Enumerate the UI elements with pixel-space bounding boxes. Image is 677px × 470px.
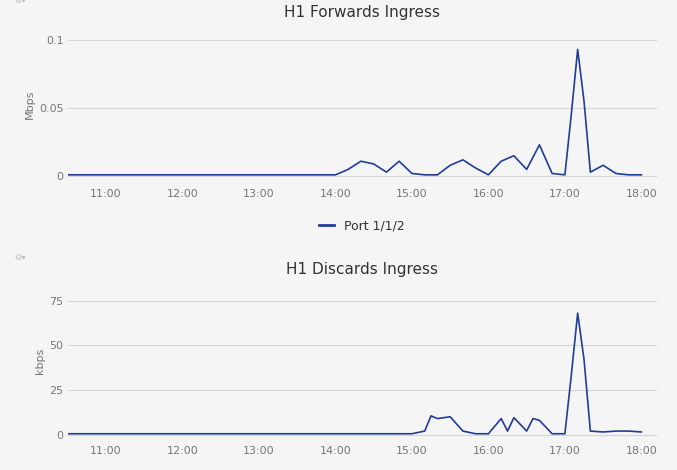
Title: H1 Forwards Ingress: H1 Forwards Ingress (284, 5, 440, 20)
Text: ⚙▾: ⚙▾ (15, 253, 26, 262)
Legend: Port 1/1/2: Port 1/1/2 (320, 219, 405, 233)
Y-axis label: Mbps: Mbps (25, 89, 35, 118)
Y-axis label: kbps: kbps (35, 348, 45, 375)
Text: ⚙▾: ⚙▾ (15, 0, 26, 5)
Title: H1 Discards Ingress: H1 Discards Ingress (286, 262, 438, 277)
